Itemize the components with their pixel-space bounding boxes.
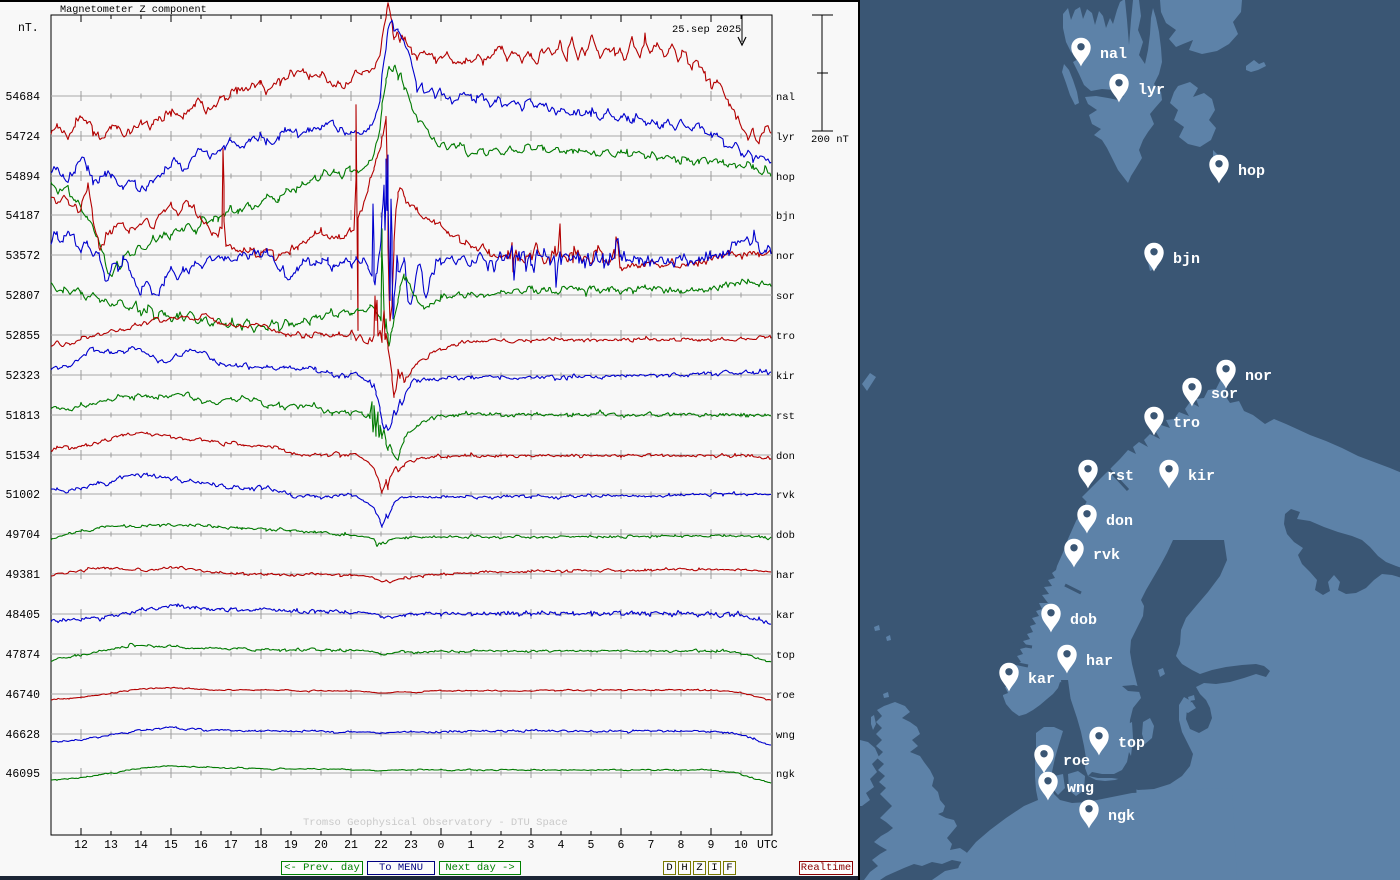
- svg-text:ngk: ngk: [1108, 808, 1135, 825]
- svg-text:5: 5: [588, 839, 595, 852]
- svg-text:19: 19: [284, 839, 298, 852]
- svg-text:54894: 54894: [5, 171, 40, 184]
- svg-text:rvk: rvk: [776, 490, 795, 502]
- svg-text:10: 10: [734, 839, 748, 852]
- svg-text:6: 6: [618, 839, 625, 852]
- svg-text:sor: sor: [776, 291, 795, 303]
- svg-text:54724: 54724: [5, 131, 40, 144]
- svg-text:51002: 51002: [5, 489, 40, 502]
- svg-text:tro: tro: [1173, 415, 1200, 432]
- svg-text:48405: 48405: [5, 609, 40, 622]
- svg-text:kar: kar: [1028, 671, 1055, 688]
- svg-text:200 nT: 200 nT: [811, 134, 849, 146]
- svg-text:52855: 52855: [5, 330, 40, 343]
- svg-text:lyr: lyr: [776, 132, 795, 144]
- svg-text:nor: nor: [1245, 368, 1272, 385]
- svg-text:Magnetometer Z component: Magnetometer Z component: [60, 5, 207, 16]
- svg-text:don: don: [1106, 513, 1133, 530]
- svg-text:top: top: [776, 650, 795, 662]
- svg-text:52323: 52323: [5, 370, 40, 383]
- svg-text:21: 21: [344, 839, 358, 852]
- svg-text:don: don: [776, 451, 795, 463]
- svg-text:wng: wng: [1067, 780, 1094, 797]
- svg-text:49381: 49381: [5, 569, 40, 582]
- svg-text:kir: kir: [1188, 468, 1215, 485]
- svg-text:54187: 54187: [5, 210, 40, 223]
- svg-text:nal: nal: [776, 92, 795, 104]
- svg-text:rst: rst: [1107, 468, 1134, 485]
- svg-text:25.sep 2025: 25.sep 2025: [672, 24, 741, 36]
- svg-text:dob: dob: [776, 530, 795, 542]
- svg-text:UTC: UTC: [757, 839, 778, 852]
- svg-text:nor: nor: [776, 251, 795, 263]
- svg-text:14: 14: [134, 839, 148, 852]
- svg-text:lyr: lyr: [1138, 82, 1165, 99]
- svg-text:tro: tro: [776, 331, 795, 343]
- svg-text:53572: 53572: [5, 250, 40, 263]
- svg-text:nal: nal: [1100, 46, 1127, 63]
- svg-text:1: 1: [468, 839, 475, 852]
- svg-text:13: 13: [104, 839, 118, 852]
- svg-text:0: 0: [438, 839, 445, 852]
- svg-text:51813: 51813: [5, 410, 40, 423]
- svg-text:bjn: bjn: [776, 211, 795, 223]
- svg-text:kir: kir: [776, 371, 795, 383]
- svg-text:har: har: [1086, 653, 1113, 670]
- svg-text:sor: sor: [1211, 386, 1238, 403]
- svg-text:dob: dob: [1070, 612, 1097, 629]
- svg-text:47874: 47874: [5, 649, 40, 662]
- svg-text:roe: roe: [1063, 753, 1090, 770]
- svg-text:hop: hop: [776, 172, 795, 184]
- svg-text:23: 23: [404, 839, 418, 852]
- svg-text:51534: 51534: [5, 450, 40, 463]
- svg-text:3: 3: [528, 839, 535, 852]
- svg-text:top: top: [1118, 735, 1145, 752]
- svg-text:46740: 46740: [5, 689, 40, 702]
- svg-text:8: 8: [678, 839, 685, 852]
- svg-text:22: 22: [374, 839, 388, 852]
- svg-text:roe: roe: [776, 690, 795, 702]
- svg-text:20: 20: [314, 839, 328, 852]
- svg-text:2: 2: [498, 839, 505, 852]
- svg-text:ngk: ngk: [776, 769, 795, 781]
- svg-text:16: 16: [194, 839, 208, 852]
- svg-text:4: 4: [558, 839, 565, 852]
- svg-text:rvk: rvk: [1093, 547, 1120, 564]
- svg-text:18: 18: [254, 839, 268, 852]
- svg-text:7: 7: [648, 839, 655, 852]
- svg-text:nT.: nT.: [18, 22, 39, 35]
- svg-text:hop: hop: [1238, 163, 1265, 180]
- svg-text:17: 17: [224, 839, 238, 852]
- svg-text:52807: 52807: [5, 290, 40, 303]
- svg-text:54684: 54684: [5, 91, 40, 104]
- svg-text:15: 15: [164, 839, 178, 852]
- svg-text:Tromso Geophysical Observatory: Tromso Geophysical Observatory - DTU Spa…: [303, 817, 568, 829]
- svg-text:kar: kar: [776, 610, 795, 622]
- svg-text:bjn: bjn: [1173, 251, 1200, 268]
- svg-text:46628: 46628: [5, 729, 40, 742]
- svg-text:9: 9: [708, 839, 715, 852]
- svg-text:wng: wng: [776, 730, 795, 742]
- svg-text:49704: 49704: [5, 529, 40, 542]
- svg-text:har: har: [776, 570, 795, 582]
- svg-text:46095: 46095: [5, 768, 40, 781]
- svg-text:rst: rst: [776, 411, 795, 423]
- svg-text:12: 12: [74, 839, 88, 852]
